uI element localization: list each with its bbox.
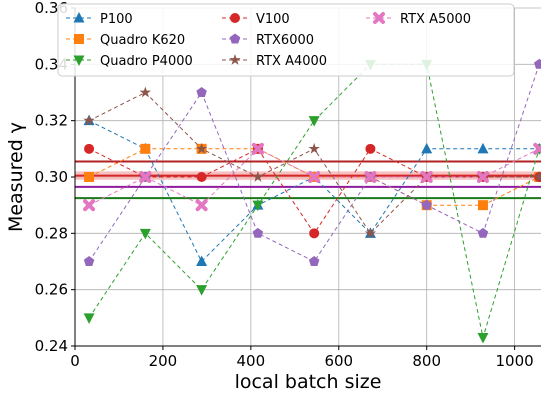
data-point-rtx-a5000-stroke <box>251 142 264 155</box>
series-rtx-a5000 <box>83 142 541 212</box>
x-tick-label: 1000 <box>496 352 534 370</box>
data-point-quadro-p4000 <box>139 228 151 240</box>
data-point-v100 <box>84 143 95 154</box>
data-point-rtx-a5000 <box>83 199 96 212</box>
data-point-quadro-p4000 <box>252 200 264 212</box>
x-tick-label: 200 <box>149 352 178 370</box>
data-point-rtx-a4000 <box>364 227 377 239</box>
data-point-quadro-p4000 <box>477 333 489 344</box>
legend-box <box>57 3 515 77</box>
data-point-rtx-a5000 <box>364 171 377 183</box>
legend-marker-stroke <box>373 12 385 24</box>
legend-item-rtx-a4000: RTX A4000 <box>222 54 327 69</box>
data-point-quadro-k620 <box>140 143 151 154</box>
data-point-v100 <box>309 228 320 239</box>
legend-marker <box>230 13 240 23</box>
x-tick-label: 0 <box>70 352 80 370</box>
series-layer <box>83 58 541 344</box>
data-point-rtx-a5000-stroke <box>195 199 208 212</box>
data-point-rtx-a4000 <box>308 142 320 154</box>
data-point-rtx6000 <box>196 87 207 97</box>
data-point-rtx-a5000-stroke <box>533 144 541 155</box>
y-tick-label: 0.28 <box>35 224 68 242</box>
legend-item-quadro-k620: Quadro K620 <box>66 33 185 48</box>
data-point-p100 <box>477 142 489 154</box>
y-tick-label: 0.30 <box>35 168 68 186</box>
legend-label: RTX A5000 <box>400 12 471 27</box>
legend-item-rtx-a5000: RTX A5000 <box>366 12 471 27</box>
data-point-rtx-a5000-stroke <box>139 171 152 183</box>
data-point-rtx-a5000 <box>533 142 541 155</box>
data-point-rtx6000 <box>477 227 489 238</box>
data-point-rtx6000 <box>421 199 432 210</box>
data-point-rtx-a5000 <box>251 142 264 155</box>
legend-item-quadro-p4000: Quadro P4000 <box>66 54 193 69</box>
legend-label: RTX A4000 <box>256 54 327 69</box>
data-point-quadro-k620 <box>477 200 488 211</box>
data-point-rtx-a5000-stroke <box>420 171 433 183</box>
series-line-quadro-p4000 <box>88 63 540 338</box>
data-point-quadro-p4000 <box>196 285 208 296</box>
series-line-rtx6000 <box>88 64 540 263</box>
legend-label: Quadro K620 <box>100 33 185 48</box>
legend-marker <box>73 12 85 23</box>
y-axis-label: Measured γ <box>5 122 27 232</box>
data-point-rtx-a5000-stroke <box>476 171 489 183</box>
reference-lines <box>75 160 541 200</box>
legend-marker <box>373 12 385 24</box>
legend-item-rtx6000: RTX6000 <box>222 33 314 48</box>
legend-marker <box>229 33 241 44</box>
data-point-p100 <box>421 142 433 154</box>
y-tick-label: 0.26 <box>35 281 68 299</box>
legend-marker <box>73 55 85 66</box>
data-point-rtx6000 <box>534 58 541 69</box>
legend-label: V100 <box>256 12 290 27</box>
legend-marker <box>229 54 241 65</box>
x-tick-label: 400 <box>237 352 266 370</box>
data-point-rtx-a4000 <box>252 171 264 182</box>
data-point-p100 <box>196 255 208 266</box>
data-point-rtx-a4000 <box>533 171 541 182</box>
data-point-rtx-a5000 <box>308 171 321 183</box>
y-tick-label: 0.32 <box>35 112 68 130</box>
legend-label: RTX6000 <box>256 33 314 48</box>
data-point-quadro-k620 <box>84 172 95 182</box>
x-tick-label: 600 <box>324 352 353 370</box>
data-point-rtx-a5000 <box>139 171 152 183</box>
data-point-rtx-a5000-stroke <box>83 199 96 212</box>
legend-label: P100 <box>100 12 133 27</box>
data-point-rtx-a5000-stroke <box>364 171 377 183</box>
legend-item-p100: P100 <box>66 12 133 27</box>
data-point-rtx-a4000 <box>195 142 208 154</box>
data-point-quadro-p4000 <box>83 313 95 324</box>
axes: 0 200 400 600 800 10000.240.260.280.300.320.3… <box>35 0 541 370</box>
y-tick-label: 0.24 <box>35 337 68 355</box>
legend-label: Quadro P4000 <box>100 54 193 69</box>
data-point-v100 <box>196 172 207 182</box>
data-point-rtx6000 <box>83 256 95 266</box>
x-tick-label: 800 <box>412 352 441 370</box>
data-point-rtx-a5000 <box>195 199 208 212</box>
legend: P100 Quadro K620 Quadro P4000 V100 RTX6000 RT… <box>57 3 515 77</box>
data-point-rtx-a4000 <box>83 114 95 126</box>
x-axis-label: local batch size <box>235 371 382 393</box>
data-point-quadro-p4000 <box>308 116 320 127</box>
data-point-rtx-a5000 <box>420 171 433 183</box>
legend-marker <box>74 34 84 44</box>
data-point-rtx-a5000 <box>476 171 489 183</box>
data-point-rtx6000 <box>252 227 264 238</box>
data-point-rtx-a4000 <box>139 86 152 98</box>
legend-item-v100: V100 <box>222 12 290 27</box>
data-point-rtx6000 <box>308 256 320 266</box>
data-point-v100 <box>365 143 376 154</box>
data-point-rtx-a5000-stroke <box>308 171 321 183</box>
